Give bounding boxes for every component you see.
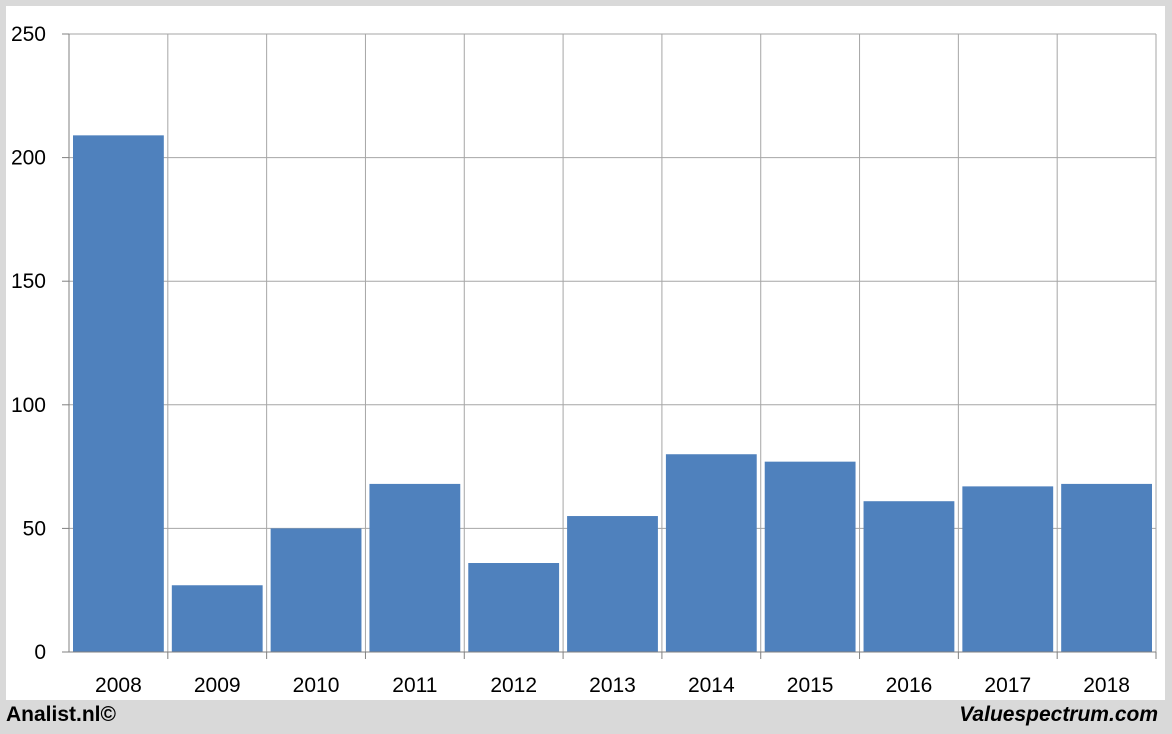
footer-source-right: Valuespectrum.com [959, 703, 1158, 726]
x-tick-label: 2016 [886, 674, 933, 697]
x-tick-label: 2010 [293, 674, 340, 697]
bar-2014 [665, 454, 757, 652]
x-tick-label: 2009 [194, 674, 241, 697]
x-tick-label: 2015 [787, 674, 834, 697]
x-tick-label: 2012 [490, 674, 537, 697]
bar-2015 [764, 461, 856, 652]
bar-2010 [270, 528, 362, 652]
x-tick-label: 2017 [984, 674, 1031, 697]
x-tick-label: 2011 [392, 674, 437, 697]
tick-labels: 0 50 100 150 200 250 2008 2009 2010 2011 2012 2013 2… [11, 23, 1130, 697]
bars [73, 135, 1152, 653]
bar-2016 [863, 501, 955, 652]
x-tick-label: 2014 [688, 674, 735, 697]
y-tick-label: 100 [11, 394, 46, 417]
gridlines [69, 33, 1157, 652]
y-tick-label: 200 [11, 147, 46, 170]
bar-2012 [468, 563, 560, 652]
bar-2008 [73, 135, 164, 653]
axes [62, 33, 1157, 659]
y-tick-label: 0 [34, 641, 46, 664]
x-tick-label: 2018 [1083, 674, 1130, 697]
y-tick-label: 250 [11, 23, 46, 46]
bar-2017 [962, 486, 1054, 652]
footer-source-left: Analist.nl© [6, 703, 116, 726]
x-tick-label: 2013 [589, 674, 636, 697]
y-tick-label: 50 [23, 517, 46, 540]
bar-2018 [1061, 483, 1152, 652]
bar-2009 [171, 585, 263, 652]
y-tick-label: 150 [11, 270, 46, 293]
x-tick-label: 2008 [95, 674, 142, 697]
bar-2013 [567, 516, 658, 652]
bar-2011 [369, 483, 461, 652]
